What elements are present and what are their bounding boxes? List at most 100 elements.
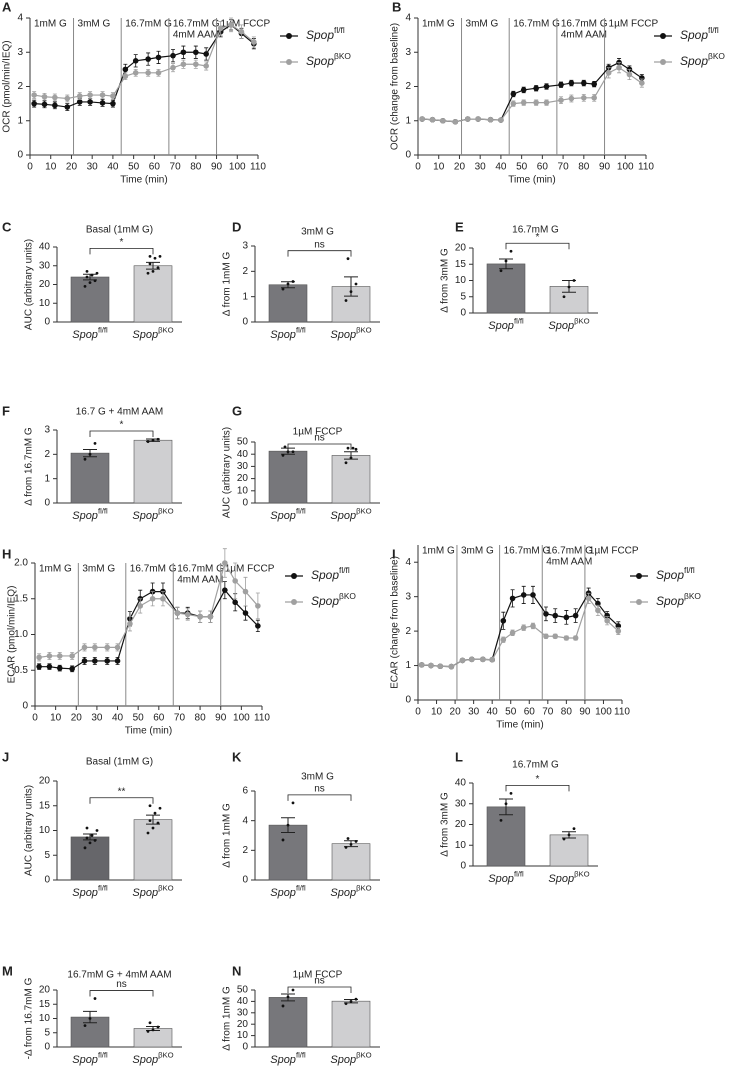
x-tick-label-superscript: fl/fl xyxy=(98,884,108,893)
y-tick-label: 2.0 xyxy=(14,558,28,569)
x-tick-label: SpopβKO xyxy=(330,507,371,522)
data-point xyxy=(93,997,97,1000)
y-tick-label: 50 xyxy=(237,985,249,996)
error-bar xyxy=(146,261,160,270)
legend-label-superscript: fl/fl xyxy=(684,565,695,575)
data-point xyxy=(286,282,290,286)
legend-swatch-point xyxy=(660,33,666,39)
y-tick-label: 0 xyxy=(44,317,50,328)
y-axis-label: AUC (arbitrary units) xyxy=(222,427,233,518)
significance-label: * xyxy=(536,774,540,785)
phase-label: 3mM G xyxy=(78,19,111,30)
x-tick-label: 50 xyxy=(128,162,140,173)
data-point xyxy=(69,653,75,659)
x-tick-label-base: Spop xyxy=(72,329,98,341)
phase-label: 1µM FCCP xyxy=(225,564,275,575)
y-tick-label: 20 xyxy=(39,985,51,996)
x-tick-label-superscript: fl/fl xyxy=(296,884,306,893)
x-tick-label-base: Spop xyxy=(72,510,98,522)
legend-label: SpopβKO xyxy=(656,591,701,608)
legend-label: SpopβKO xyxy=(311,591,356,608)
y-tick-label: 3 xyxy=(405,47,411,58)
x-tick-label: 30 xyxy=(468,707,480,718)
chart-title: 3mM G xyxy=(301,772,334,783)
data-point xyxy=(255,623,261,629)
data-point xyxy=(31,100,37,107)
y-tick-label: 20 xyxy=(39,776,51,787)
legend-label-base: Spop xyxy=(680,28,708,42)
data-point xyxy=(291,450,295,454)
y-tick-label: 20 xyxy=(237,1019,249,1030)
x-tick-label-base: Spop xyxy=(548,320,574,332)
data-point xyxy=(520,99,527,106)
data-point xyxy=(251,39,257,45)
data-point xyxy=(242,610,249,616)
y-tick-label: 0.5 xyxy=(14,665,28,676)
data-point xyxy=(509,630,516,636)
x-tick-label: 40 xyxy=(495,162,507,173)
data-point xyxy=(595,607,601,614)
phase-label: 1mM G xyxy=(422,546,455,557)
x-tick-label: Spopfl/fl xyxy=(270,1051,306,1066)
data-point xyxy=(543,633,549,640)
y-tick-label: 1.0 xyxy=(14,629,28,640)
data-point xyxy=(99,100,106,106)
data-point xyxy=(148,254,152,258)
x-tick-label: 10 xyxy=(50,713,62,724)
data-point xyxy=(242,588,249,595)
significance-label: ns xyxy=(314,784,325,795)
data-point xyxy=(88,1017,92,1020)
data-point xyxy=(604,617,610,624)
data-point xyxy=(558,97,564,103)
data-point xyxy=(148,804,152,808)
bar xyxy=(133,439,173,504)
bar xyxy=(486,263,526,314)
data-point xyxy=(222,560,228,566)
data-point xyxy=(203,63,209,69)
data-point xyxy=(207,613,214,620)
data-point xyxy=(81,658,88,664)
phase-label: 1mM G xyxy=(39,564,72,575)
x-tick-label-base: Spop xyxy=(132,887,158,899)
bar xyxy=(486,806,526,867)
y-axis-label: Δ from 1mM G xyxy=(222,252,233,317)
x-tick-label-base: Spop xyxy=(330,329,356,341)
y-axis-label: OCR (pmol/min/IEQ) xyxy=(2,40,13,132)
x-tick-label: SpopβKO xyxy=(132,326,173,341)
data-point xyxy=(346,257,350,261)
data-point xyxy=(83,846,87,850)
phase-label: 16.7mM G xyxy=(125,19,172,30)
x-tick-label-superscript: βKO xyxy=(356,1051,372,1060)
y-axis-label: Δ from 3mM G xyxy=(440,248,451,313)
data-point xyxy=(572,635,579,641)
legend-label-superscript: fl/fl xyxy=(334,25,345,35)
data-point xyxy=(440,117,446,124)
y-tick-label: 40 xyxy=(237,996,249,1007)
phase-label: 4mM AAM xyxy=(546,557,592,568)
x-tick-label: 80 xyxy=(561,707,573,718)
y-tick-label: 0 xyxy=(44,498,50,509)
x-tick-label: 0 xyxy=(32,713,38,724)
data-point xyxy=(85,826,89,830)
x-tick-label: Spopfl/fl xyxy=(488,870,524,885)
x-tick-label-base: Spop xyxy=(270,510,296,522)
phase-label: 1µM FCCP xyxy=(609,19,659,30)
data-point xyxy=(238,28,245,35)
data-point xyxy=(500,636,507,643)
x-tick-label: 60 xyxy=(537,162,549,173)
data-point xyxy=(468,656,475,663)
x-tick-label: Spopfl/fl xyxy=(488,317,524,332)
data-point xyxy=(543,611,549,617)
x-tick-label-base: Spop xyxy=(132,329,158,341)
series-line xyxy=(421,597,619,668)
x-tick-label: 90 xyxy=(215,713,227,724)
x-tick-label: 90 xyxy=(599,162,611,173)
data-point xyxy=(509,595,516,602)
y-tick-label: 40 xyxy=(455,778,467,789)
phase-label: 16.7mM G xyxy=(504,546,551,557)
data-point xyxy=(281,454,285,457)
y-tick-label: 20 xyxy=(39,279,51,290)
x-tick-label: 90 xyxy=(579,707,591,718)
data-point xyxy=(499,818,503,822)
data-point xyxy=(88,841,92,845)
